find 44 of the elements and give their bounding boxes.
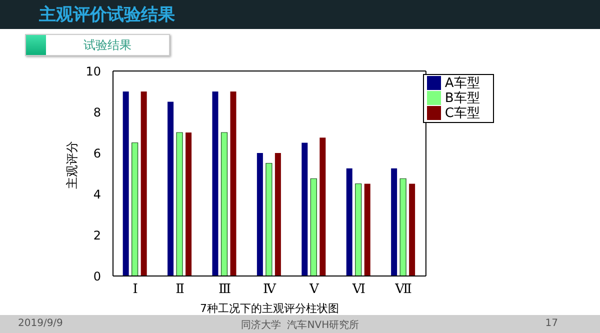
x-tick-label: Ⅳ	[262, 282, 277, 298]
bar	[364, 184, 370, 276]
bar	[274, 153, 281, 276]
y-tick-label: 8	[93, 105, 101, 120]
x-axis-title: 7种工况下的主观评分柱状图	[200, 302, 339, 315]
bar	[355, 183, 362, 276]
x-tick-label: Ⅲ	[218, 282, 232, 298]
bar	[220, 132, 228, 276]
x-tick-label: Ⅱ	[176, 282, 185, 298]
y-tick-label: 10	[86, 64, 101, 78]
bar	[140, 92, 147, 276]
x-tick-label: Ⅵ	[351, 282, 366, 298]
bar	[132, 142, 138, 276]
bar	[400, 178, 406, 276]
bar	[320, 138, 326, 276]
y-tick-label: 4	[93, 187, 101, 202]
chart-subtitle: 试验结果	[82, 37, 132, 54]
bar	[346, 168, 352, 276]
y-tick-label: 2	[93, 228, 101, 242]
text: 同济大学 汽车NVH研究所	[240, 320, 360, 331]
y-tick-label: 6	[93, 146, 101, 160]
text: 17	[545, 318, 558, 329]
bar	[409, 184, 416, 276]
bar	[310, 178, 317, 276]
bar	[186, 132, 192, 276]
bar	[266, 162, 272, 276]
bar	[302, 142, 308, 276]
legend-label: B车型	[444, 91, 480, 106]
x-tick-label: Ⅴ	[308, 282, 320, 298]
x-tick-label: Ⅰ	[132, 282, 138, 298]
y-tick-label: 0	[93, 269, 101, 284]
bar	[176, 132, 183, 276]
x-tick-label: Ⅶ	[394, 282, 412, 298]
bar	[256, 153, 263, 276]
bar	[391, 168, 398, 276]
chart-title: 主观评价试验结果	[39, 4, 175, 26]
y-axis-title: 主观评分	[64, 140, 80, 191]
bar	[212, 92, 218, 276]
legend-label: C车型	[444, 106, 480, 121]
bar	[230, 92, 236, 276]
bar	[168, 102, 174, 276]
bar	[122, 92, 129, 276]
legend-label: A车型	[444, 76, 480, 91]
text: 2019/9/9	[18, 318, 63, 329]
